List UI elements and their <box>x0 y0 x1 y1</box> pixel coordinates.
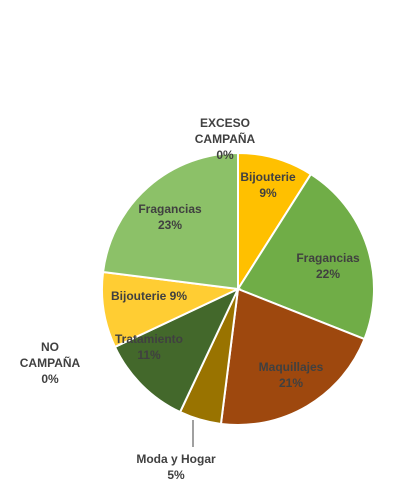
slice-label-0: Bijouterie 9% <box>240 170 296 200</box>
group-label-0: EXCESO CAMPAÑA 0% <box>195 116 256 162</box>
group-label-1: NO CAMPAÑA 0% <box>20 340 81 386</box>
slice-label-6: Fragancias 23% <box>138 202 202 232</box>
pie-slice-1 <box>236 172 375 341</box>
slice-label-2: Maquillajes 21% <box>259 360 324 390</box>
slice-label-3: Moda y Hogar 5% <box>136 452 216 482</box>
slice-label-4: Tratamiento 11% <box>115 332 183 362</box>
pie-slice-2 <box>219 287 366 426</box>
pie-slice-6 <box>101 151 239 291</box>
slice-label-5: Bijouterie 9% <box>111 289 187 303</box>
slice-label-1: Fragancias 22% <box>296 251 360 281</box>
pie-slice-4 <box>113 286 241 414</box>
